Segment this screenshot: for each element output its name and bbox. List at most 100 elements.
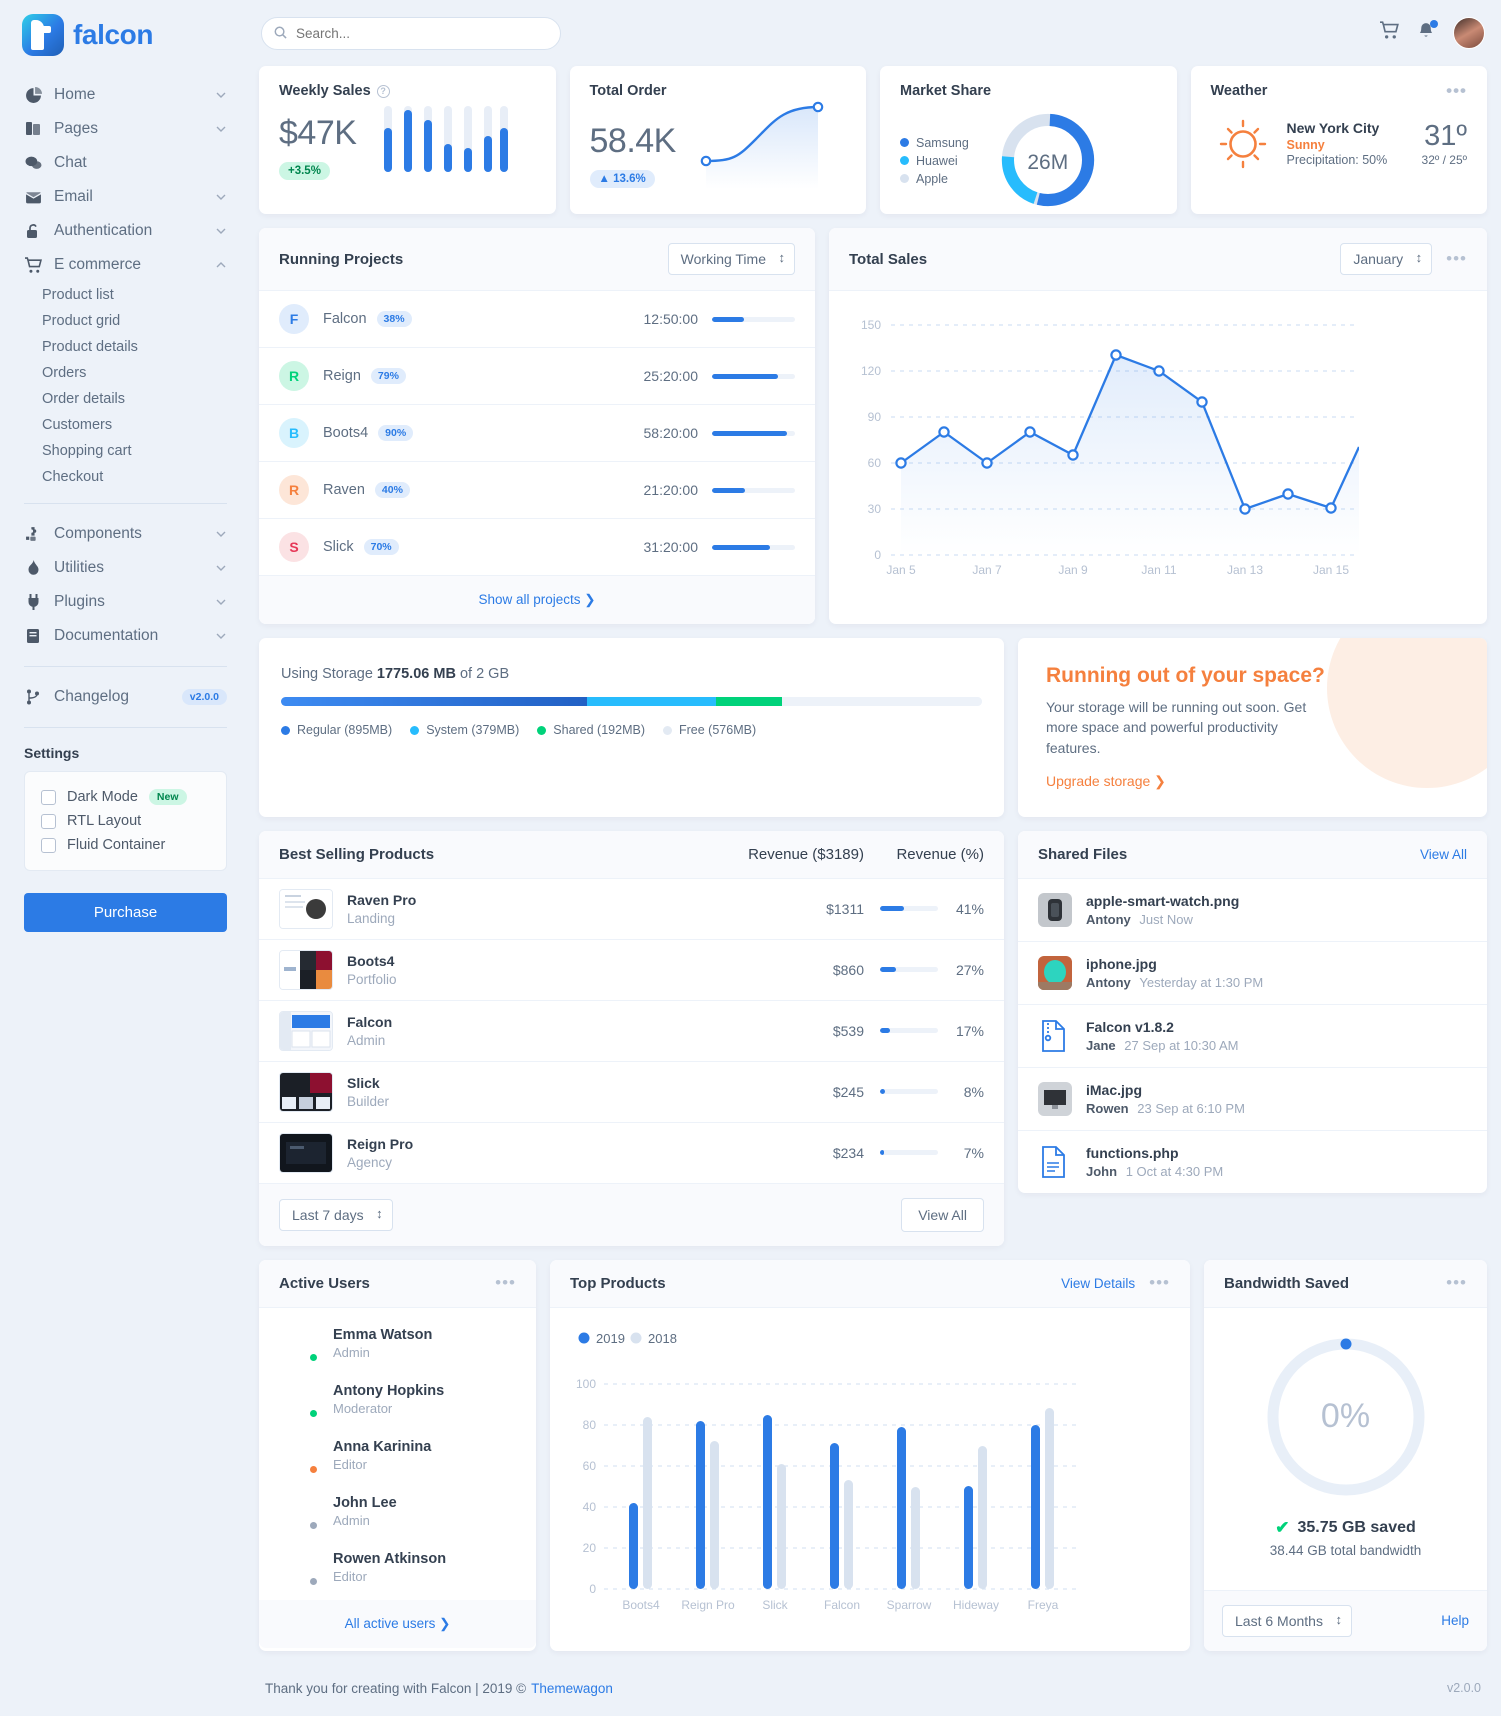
legend-label: System (379MB): [426, 723, 520, 737]
card-header: Active Users •••: [259, 1259, 536, 1308]
list-item[interactable]: Antony Hopkins Moderator: [259, 1372, 536, 1428]
sidebar-subitem-product-grid[interactable]: Product grid: [42, 313, 121, 329]
sidebar-item-pages[interactable]: Pages: [16, 112, 235, 146]
upgrade-storage-link[interactable]: Upgrade storage ❯: [1046, 772, 1166, 789]
list-item[interactable]: Falcon v1.8.2 Jane 27 Sep at 10:30 AM: [1018, 1005, 1487, 1068]
show-all-projects-link[interactable]: Show all projects ❯: [478, 592, 596, 607]
table-row[interactable]: Boots4 Portfolio $860 27%: [259, 940, 1004, 1001]
total-order-change: ▲ 13.6%: [589, 170, 655, 188]
all-active-users-link[interactable]: All active users ❯: [344, 1615, 451, 1631]
rtl-layout-checkbox[interactable]: [41, 813, 56, 829]
sidebar-item-email[interactable]: Email: [16, 180, 235, 214]
table-row[interactable]: F Falcon 38% 12:50:00: [259, 291, 815, 348]
storage-segment-shared: [716, 697, 783, 706]
list-item[interactable]: Anna Karinina Editor: [259, 1428, 536, 1484]
list-item[interactable]: iMac.jpg Rowen 23 Sep at 6:10 PM: [1018, 1068, 1487, 1131]
sidebar-subitem-shopping-cart[interactable]: Shopping cart: [42, 443, 132, 459]
sidebar-item-utilities[interactable]: Utilities: [16, 551, 235, 585]
file-time: 27 Sep at 10:30 AM: [1124, 1037, 1239, 1053]
sidebar-item-chat[interactable]: Chat: [16, 146, 235, 180]
svg-text:Jan 5: Jan 5: [886, 563, 916, 577]
sidebar-subitem-product-list[interactable]: Product list: [42, 287, 114, 303]
table-row[interactable]: Reign Pro Agency $234 7%: [259, 1123, 1004, 1183]
setting-dark-mode[interactable]: Dark Mode New: [41, 785, 210, 809]
sidebar-item-documentation[interactable]: Documentation: [16, 619, 235, 653]
active-users-more-button[interactable]: •••: [495, 1273, 516, 1293]
user-role: Editor: [333, 1457, 367, 1473]
help-icon[interactable]: ?: [376, 84, 390, 98]
chevron-down-icon: [216, 228, 226, 234]
setting-label: Fluid Container: [67, 837, 166, 853]
avatar[interactable]: [1453, 17, 1485, 49]
sidebar-item-plugins[interactable]: Plugins: [16, 585, 235, 619]
project-time: 25:20:00: [643, 368, 699, 384]
sidebar-subitem-order-details[interactable]: Order details: [42, 391, 126, 407]
sidebar-item-components[interactable]: Components: [16, 517, 235, 551]
bandwidth-more-button[interactable]: •••: [1446, 1273, 1467, 1293]
top-products-more-button[interactable]: •••: [1149, 1273, 1170, 1293]
legend-dot-samsung: [900, 138, 909, 147]
table-row[interactable]: Falcon Admin $539 17%: [259, 1001, 1004, 1062]
cart-icon[interactable]: [1380, 21, 1399, 45]
legend-dot-regular: [281, 725, 290, 735]
list-item[interactable]: functions.php John 1 Oct at 4:30 PM: [1018, 1131, 1487, 1193]
sidebar-item-authentication[interactable]: Authentication: [16, 214, 235, 248]
table-row[interactable]: S Slick 70% 31:20:00: [259, 519, 815, 576]
legend-item: Regular (895MB): [281, 723, 392, 737]
promo-content: Running out of your space? Your storage …: [1046, 664, 1459, 791]
date-range-select[interactable]: Last 7 days: [279, 1198, 393, 1231]
table-row[interactable]: Slick Builder $245 8%: [259, 1062, 1004, 1123]
setting-rtl-layout[interactable]: RTL Layout: [41, 809, 210, 833]
svg-text:Boots4: Boots4: [622, 1598, 660, 1612]
fluid-container-checkbox[interactable]: [41, 837, 56, 853]
list-item[interactable]: iphone.jpg Antony Yesterday at 1:30 PM: [1018, 942, 1487, 1005]
sidebar-item-ecommerce[interactable]: E commerce: [16, 248, 235, 282]
user-role: Moderator: [333, 1401, 393, 1417]
working-time-select[interactable]: Working Time: [667, 243, 795, 275]
card-header: Bandwidth Saved •••: [1204, 1259, 1487, 1308]
purchase-button[interactable]: Purchase: [24, 893, 227, 932]
total-sales-more-button[interactable]: •••: [1446, 249, 1467, 268]
legend-label: Regular (895MB): [297, 723, 393, 737]
table-row[interactable]: B Boots4 90% 58:20:00: [259, 405, 815, 462]
projects-sales-row: Running Projects Working Time F Falcon 3…: [259, 228, 1487, 624]
dark-mode-checkbox[interactable]: [41, 789, 56, 805]
bandwidth-range-select[interactable]: Last 6 Months: [1222, 1604, 1352, 1637]
list-item[interactable]: Emma Watson Admin: [259, 1316, 536, 1372]
product-name: Slick: [347, 1074, 380, 1091]
shared-files-view-all-link[interactable]: View All: [1419, 846, 1467, 862]
table-row[interactable]: Raven Pro Landing $1311 41%: [259, 879, 1004, 940]
sidebar-subitem-customers[interactable]: Customers: [42, 417, 113, 433]
avatar: [279, 1492, 319, 1532]
chevron-down-icon: [216, 633, 226, 639]
bell-icon[interactable]: [1417, 19, 1438, 45]
search-input[interactable]: [261, 16, 561, 50]
sidebar-item-home[interactable]: Home: [16, 78, 235, 112]
sidebar-subitem-checkout[interactable]: Checkout: [42, 469, 104, 485]
storage-segment-free: [782, 697, 982, 706]
view-details-link[interactable]: View Details: [1061, 1275, 1136, 1291]
sidebar-subitem-orders[interactable]: Orders: [42, 365, 87, 381]
table-row[interactable]: R Raven 40% 21:20:00: [259, 462, 815, 519]
view-all-button[interactable]: View All: [901, 1197, 984, 1232]
sidebar-subitem-product-details[interactable]: Product details: [42, 339, 138, 355]
brand-logo[interactable]: falcon: [0, 0, 251, 78]
setting-fluid-container[interactable]: Fluid Container: [41, 833, 210, 857]
project-time: 31:20:00: [643, 539, 699, 555]
file-name: iphone.jpg: [1086, 955, 1157, 972]
product-thumbnail: [279, 888, 333, 929]
list-item[interactable]: John Lee Admin: [259, 1484, 536, 1540]
project-avatar: S: [279, 532, 309, 562]
month-select[interactable]: January: [1340, 243, 1433, 275]
list-item[interactable]: apple-smart-watch.png Antony Just Now: [1018, 879, 1487, 942]
pages-icon: [24, 120, 42, 138]
svg-text:0: 0: [589, 1582, 596, 1596]
weather-more-button[interactable]: •••: [1446, 81, 1467, 100]
project-progress-bar: [712, 316, 795, 322]
header-actions: Working Time: [667, 243, 795, 275]
footer-link[interactable]: Themewagon: [531, 1680, 613, 1696]
table-row[interactable]: R Reign 79% 25:20:00: [259, 348, 815, 405]
help-link[interactable]: Help: [1441, 1613, 1469, 1629]
list-item[interactable]: Rowen Atkinson Editor: [259, 1540, 536, 1596]
sidebar-item-changelog[interactable]: Changelog v2.0.0: [16, 680, 235, 714]
